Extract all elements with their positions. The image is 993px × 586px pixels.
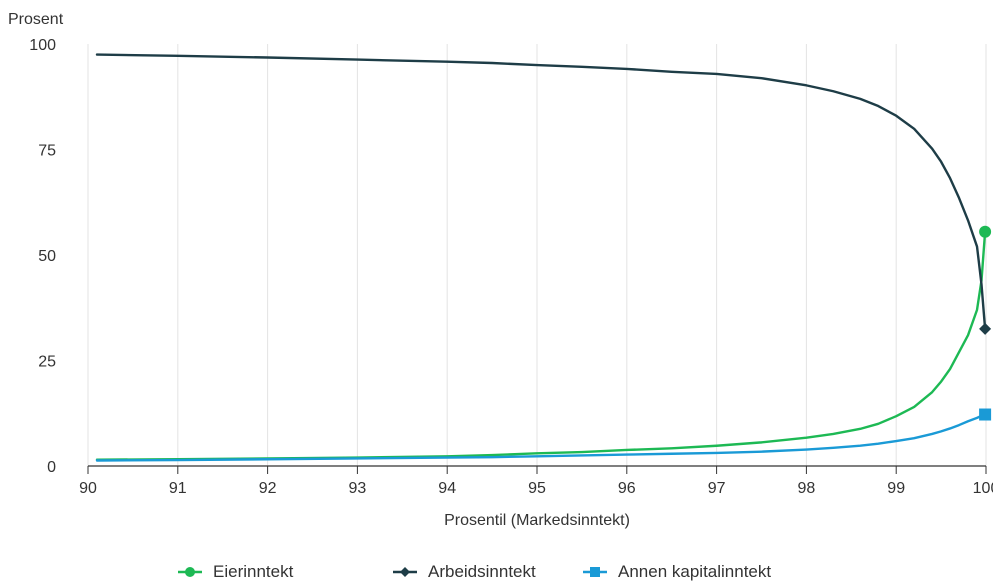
y-axis-title: Prosent (8, 11, 64, 28)
y-tick-label-100: 100 (29, 37, 56, 54)
x-tick-label-97: 97 (708, 480, 726, 497)
x-tick-label-91: 91 (169, 480, 187, 497)
y-tick-label-50: 50 (38, 248, 56, 265)
x-tick-label-94: 94 (438, 480, 456, 497)
x-tick-label-92: 92 (259, 480, 277, 497)
x-tick-label-96: 96 (618, 480, 636, 497)
x-tick-label-99: 99 (887, 480, 905, 497)
x-tick-label-90: 90 (79, 480, 97, 497)
legend-label-0: Eierinntekt (213, 562, 294, 581)
grid-lines (87, 44, 987, 466)
x-tick-label-100: 100 (973, 480, 993, 497)
series-line-1 (95, 53, 987, 331)
series-end-marker-2 (979, 408, 992, 421)
series-end-markers (979, 225, 992, 421)
legend-label-1: Arbeidsinntekt (428, 562, 536, 581)
y-tick-label-75: 75 (38, 143, 56, 160)
y-tick-label-0: 0 (47, 459, 56, 476)
legend: Eierinntekt Arbeidsinntekt Annen kapitalin… (178, 562, 771, 581)
x-tick-label-95: 95 (528, 480, 546, 497)
series-lines (95, 53, 987, 462)
y-tick-label-25: 25 (38, 354, 56, 371)
series-end-marker-0 (979, 225, 992, 238)
x-tick-label-93: 93 (349, 480, 367, 497)
series-end-marker-1 (979, 322, 992, 335)
legend-marker-0 (185, 567, 195, 577)
axes: 90 91 92 93 94 95 96 97 98 99 100 0 25 50 75 100 (29, 37, 993, 497)
series-line-2 (95, 413, 987, 462)
legend-marker-1 (400, 567, 410, 577)
legend-label-2: Annen kapitalinntekt (618, 562, 771, 581)
legend-marker-2 (590, 567, 600, 577)
x-tick-label-98: 98 (798, 480, 816, 497)
x-axis-title: Prosentil (Markedsinntekt) (444, 512, 630, 529)
series-line-0 (95, 230, 987, 461)
